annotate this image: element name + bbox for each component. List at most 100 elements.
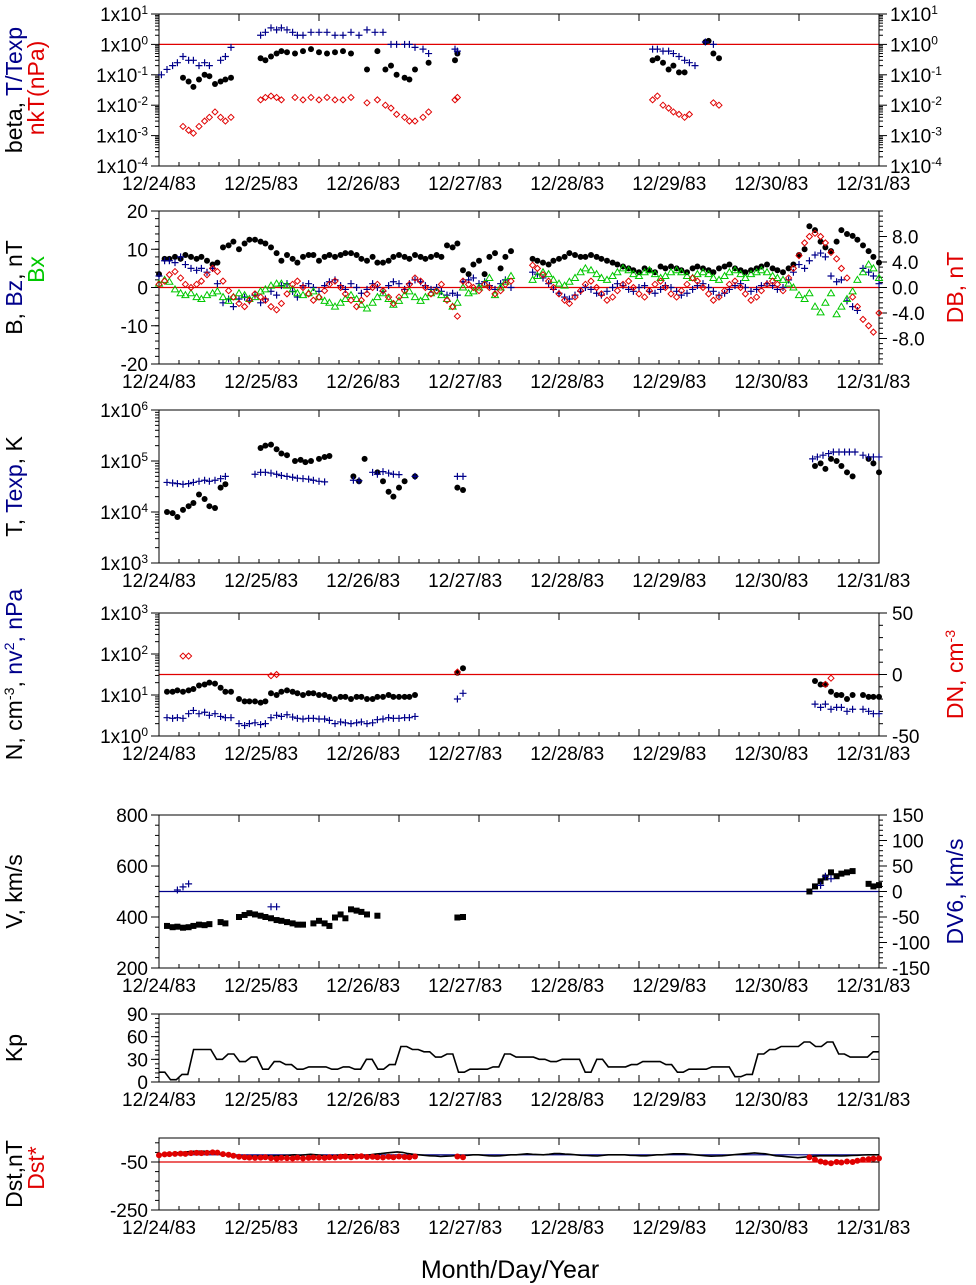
data-point [300, 253, 306, 260]
data-point [795, 251, 803, 260]
panel-beta: 12/24/83 12/25/83 12/26/83 12/27/83 12/28/83… [96, 3, 942, 195]
data-point [368, 283, 377, 292]
date-tick-label: 12/25/83 [224, 976, 298, 997]
data-point [284, 687, 290, 694]
data-point [670, 62, 677, 69]
data-point [392, 110, 401, 119]
data-point [790, 261, 797, 268]
data-point [598, 255, 605, 262]
data-point [230, 1152, 237, 1159]
data-point [677, 267, 686, 276]
data-point [277, 96, 286, 104]
data-point [172, 253, 178, 260]
data-point [179, 883, 187, 891]
data-point [200, 117, 209, 125]
data-point [474, 283, 484, 291]
data-point [292, 458, 298, 464]
data-point [241, 911, 248, 918]
data-point [464, 280, 473, 289]
data-point [421, 282, 429, 290]
data-point [201, 922, 208, 929]
data-point [389, 278, 397, 286]
plot-frame [158, 409, 880, 564]
panel-temperature: 12/24/83 12/25/83 12/26/83 12/27/83 12/28/83… [100, 399, 910, 592]
y-tick-label: -250 [110, 1201, 148, 1222]
data-point [715, 291, 723, 299]
data-point [453, 47, 461, 55]
data-point [560, 296, 569, 304]
data-point [315, 28, 323, 36]
data-point [421, 283, 430, 292]
data-point [195, 477, 203, 485]
data-point [203, 271, 211, 279]
date-tick-label: 12/28/83 [530, 174, 604, 195]
data-point [460, 665, 466, 672]
data-point [390, 253, 397, 260]
data-point [305, 690, 312, 697]
data-point [284, 452, 290, 459]
data-point [691, 62, 699, 70]
data-point [169, 479, 177, 487]
data-point [827, 705, 835, 713]
data-point [876, 469, 882, 476]
data-point [331, 31, 339, 39]
data-point [654, 55, 661, 62]
data-point [294, 921, 301, 928]
data-point [449, 289, 457, 297]
data-point [773, 280, 782, 289]
data-point [278, 1154, 285, 1161]
data-point [545, 261, 552, 268]
data-point [603, 287, 611, 295]
data-point [675, 52, 683, 60]
data-point [379, 28, 387, 36]
date-tick-label: 12/26/83 [326, 571, 400, 592]
data-point [828, 869, 834, 876]
data-point [556, 255, 562, 262]
series-b [156, 223, 882, 278]
data-point [368, 298, 377, 306]
data-point [374, 693, 381, 700]
data-point [332, 49, 338, 56]
data-point [309, 714, 317, 722]
data-point [427, 290, 435, 298]
data-point [193, 1149, 200, 1156]
data-point [528, 261, 537, 269]
data-point [373, 292, 382, 301]
y-axis-label: Dst* [23, 1146, 49, 1190]
data-point [458, 283, 468, 291]
data-point [502, 253, 509, 260]
data-point [339, 96, 347, 104]
data-point [172, 1150, 178, 1157]
data-point [180, 924, 186, 931]
data-point [694, 263, 701, 270]
data-point [664, 104, 673, 112]
data-point [364, 66, 370, 73]
data-point [476, 257, 482, 264]
data-point [169, 62, 177, 70]
data-point [165, 271, 174, 279]
data-point [400, 290, 409, 299]
data-point [805, 232, 814, 241]
data-point [169, 510, 176, 517]
data-point [348, 695, 354, 702]
data-point [277, 712, 285, 720]
data-point [155, 272, 163, 280]
data-point [332, 914, 338, 921]
data-point [449, 244, 456, 251]
data-point [698, 267, 708, 276]
data-point [321, 715, 329, 723]
data-point [185, 503, 192, 510]
data-point [416, 277, 425, 285]
data-point [485, 283, 494, 292]
data-point [299, 96, 307, 104]
data-point [752, 293, 761, 301]
date-tick-label: 12/31/83 [836, 744, 910, 765]
data-point [827, 248, 835, 257]
data-point [217, 684, 224, 691]
data-point [382, 66, 389, 73]
data-point [764, 261, 770, 268]
data-point [201, 476, 209, 484]
data-point [507, 277, 515, 285]
data-point [225, 242, 232, 249]
data-point [858, 267, 868, 276]
